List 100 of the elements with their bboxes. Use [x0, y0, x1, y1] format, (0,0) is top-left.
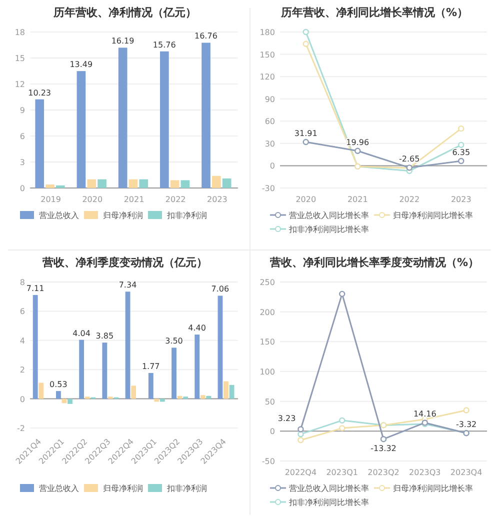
y-tick-label: 15 — [14, 54, 25, 63]
bar — [102, 342, 108, 399]
y-tick-label: 150 — [260, 338, 275, 347]
point — [302, 138, 309, 146]
data-label: 16.76 — [194, 32, 218, 41]
bar — [139, 179, 148, 188]
chart-title: 历年营收、净利同比增长率情况（%） — [280, 6, 468, 19]
y-tick-label: 0 — [20, 184, 25, 193]
y-tick-label: 4 — [20, 336, 25, 346]
x-tick-label: 2020 — [296, 195, 316, 204]
y-tick-label: -2 — [17, 424, 25, 433]
data-label: 6.35 — [452, 148, 470, 157]
y-tick-label: 8 — [20, 278, 25, 287]
legend-label: 营业总收入 — [39, 484, 79, 493]
legend-label: 归母净利润同比增长率 — [393, 211, 473, 220]
x-tick-label: 2023Q4 — [450, 468, 482, 477]
x-tick-label: 2023 — [207, 195, 228, 204]
bar — [180, 180, 190, 188]
y-tick-label: 2 — [20, 366, 25, 375]
bar — [118, 48, 128, 188]
y-tick-label: 100 — [260, 368, 275, 376]
data-label: -3.32 — [456, 420, 477, 430]
y-tick-label: 12 — [14, 80, 25, 89]
bar — [177, 396, 182, 399]
bar — [224, 381, 228, 399]
y-tick-label: -50 — [262, 457, 275, 466]
bar — [170, 180, 180, 188]
data-label: 4.40 — [188, 324, 206, 333]
bar — [35, 99, 44, 188]
bar — [172, 348, 176, 399]
x-tick-label: 2023Q2 — [368, 468, 400, 477]
bar — [202, 42, 210, 188]
data-label: 4.04 — [72, 328, 90, 338]
bar — [38, 382, 44, 399]
bar — [218, 296, 223, 399]
bar — [212, 176, 221, 188]
y-tick-label: 250 — [260, 278, 275, 287]
legend-label: 营业总收入 — [39, 211, 79, 220]
y-tick-label: 18 — [14, 28, 25, 37]
y-tick-label: 0 — [270, 162, 275, 171]
data-label: 3.23 — [278, 414, 296, 424]
point — [463, 407, 470, 414]
y-tick-label: 0 — [270, 427, 275, 436]
point — [302, 28, 309, 36]
y-tick-label: 3 — [20, 158, 25, 167]
bar — [56, 391, 61, 399]
data-label: 7.11 — [26, 284, 44, 293]
y-tick-label: 6 — [20, 307, 25, 316]
y-tick-label: -30 — [262, 184, 275, 193]
bar — [87, 179, 96, 188]
point — [380, 436, 387, 442]
bar — [68, 398, 72, 404]
x-tick-label: 2021 — [124, 195, 144, 204]
data-label: 7.06 — [211, 284, 230, 294]
legend-label: 营业总收入同比增长率 — [289, 211, 369, 220]
x-tick-label: 2021 — [347, 195, 368, 204]
legend-label: 扣非净利润同比增长率 — [288, 225, 369, 234]
data-label: 3.85 — [96, 332, 114, 341]
point — [339, 417, 346, 424]
legend-label: 归母净利润 — [103, 211, 143, 220]
bar — [98, 179, 106, 188]
chart-title: 历年营收、净利情况（亿元） — [52, 6, 196, 19]
y-tick-label: 6 — [20, 132, 25, 141]
bar — [79, 340, 84, 399]
bar — [128, 179, 138, 188]
y-tick-label: 9 — [20, 106, 25, 115]
x-tick-label: 2023Q3 — [409, 468, 441, 477]
y-tick-label: 180 — [260, 28, 275, 37]
point — [458, 158, 464, 164]
y-tick-label: 120 — [260, 72, 275, 82]
point — [298, 426, 304, 432]
data-label: 19.96 — [346, 138, 370, 147]
legend-label: 扣非净利润 — [166, 211, 207, 220]
point — [302, 40, 309, 47]
x-tick-label: 2019 — [40, 195, 61, 204]
bar — [46, 184, 54, 188]
legend-label: 扣非净利润同比增长率 — [288, 498, 369, 507]
bar — [148, 372, 154, 399]
bar — [131, 386, 136, 399]
point — [354, 148, 361, 154]
data-label: 15.76 — [152, 40, 176, 50]
point — [458, 142, 464, 148]
x-tick-label: 2023 — [450, 195, 472, 204]
data-label: 7.34 — [118, 280, 137, 290]
data-label: 14.16 — [413, 410, 436, 419]
bar — [206, 396, 212, 399]
point — [298, 437, 304, 444]
y-tick-label: 50 — [264, 397, 275, 406]
point — [458, 125, 464, 132]
data-label: -2.65 — [399, 154, 420, 164]
data-label: 10.23 — [28, 88, 52, 98]
y-tick-label: 90 — [264, 94, 275, 104]
bar — [125, 292, 130, 399]
legend-label: 归母净利润同比增长率 — [393, 484, 473, 493]
chart-title: 营收、净利同比增长率季度变动情况（%） — [268, 256, 480, 269]
y-tick-label: 200 — [260, 308, 275, 317]
bar — [194, 334, 200, 399]
bar — [32, 294, 38, 399]
data-label: 31.91 — [294, 129, 318, 138]
chart-title: 营收、净利季度变动情况（亿元） — [42, 256, 208, 269]
